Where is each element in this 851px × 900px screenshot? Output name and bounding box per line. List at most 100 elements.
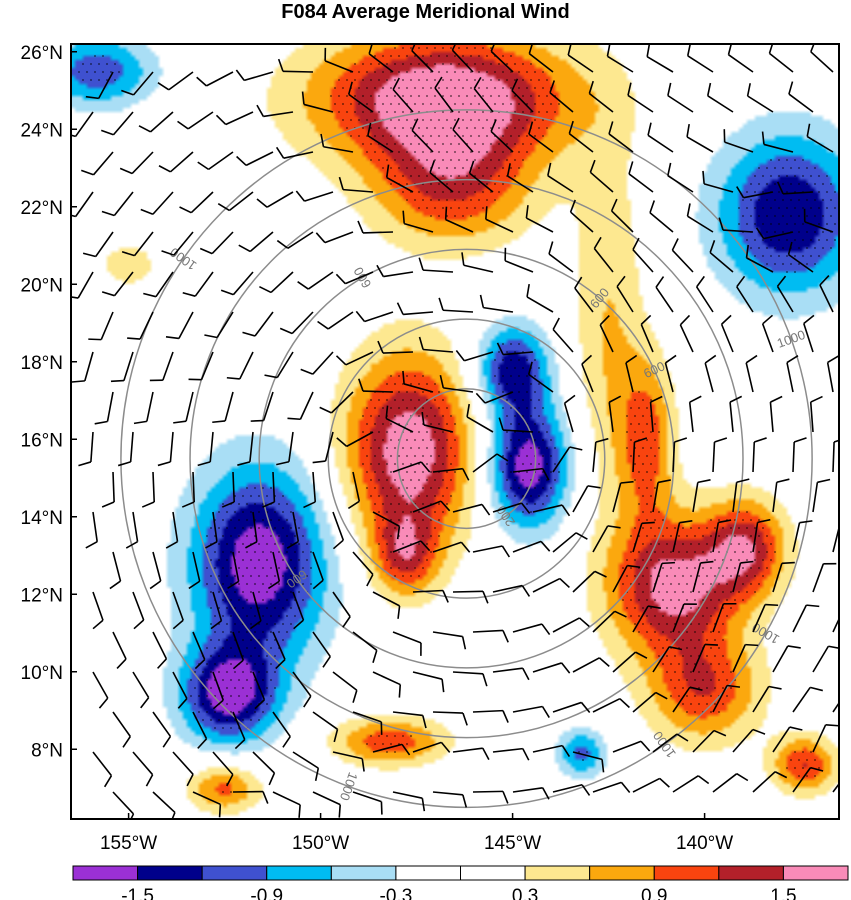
stipple-dot (238, 679, 240, 681)
stipple-dot (538, 431, 540, 433)
stipple-dot (234, 607, 236, 609)
stipple-dot (410, 383, 412, 385)
wind-barb (402, 370, 434, 393)
stipple-dot (454, 215, 456, 217)
stipple-dot (238, 519, 240, 521)
stipple-dot (210, 639, 212, 641)
stipple-dot (438, 103, 440, 105)
stipple-dot (394, 543, 396, 545)
stipple-dot (458, 47, 460, 49)
stipple-dot (794, 175, 796, 177)
stipple-dot (646, 535, 648, 537)
stipple-dot (230, 791, 232, 793)
stipple-dot (670, 599, 672, 601)
stipple-dot (446, 423, 448, 425)
stipple-dot (702, 567, 704, 569)
stipple-dot (546, 431, 548, 433)
stipple-dot (686, 567, 688, 569)
stipple-dot (258, 655, 260, 657)
stipple-dot (746, 591, 748, 593)
wind-barb (632, 777, 670, 793)
wind-barb (549, 80, 574, 113)
stipple-dot (746, 207, 748, 209)
stipple-dot (442, 207, 444, 209)
stipple-dot (374, 471, 376, 473)
stipple-dot (362, 415, 364, 417)
stipple-dot (430, 487, 432, 489)
wind-barb (729, 395, 743, 433)
stipple-dot (282, 527, 284, 529)
stipple-dot (686, 711, 688, 713)
stipple-dot (494, 103, 496, 105)
stipple-dot (510, 455, 512, 457)
stipple-dot (578, 751, 580, 753)
stipple-dot (698, 703, 700, 705)
stipple-dot (634, 527, 636, 529)
stipple-dot (698, 671, 700, 673)
stipple-dot (250, 591, 252, 593)
stipple-dot (726, 535, 728, 537)
stipple-dot (638, 471, 640, 473)
stipple-dot (398, 119, 400, 121)
stipple-dot (434, 399, 436, 401)
stipple-dot (746, 559, 748, 561)
wind-barb (812, 478, 831, 513)
wind-barb (152, 711, 172, 748)
stipple-dot (286, 567, 288, 569)
stipple-dot (298, 559, 300, 561)
stipple-dot (690, 655, 692, 657)
stipple-dot (378, 63, 380, 65)
stipple-dot (814, 215, 816, 217)
stipple-dot (394, 479, 396, 481)
wind-barb (649, 395, 663, 433)
wind-barb (803, 314, 815, 353)
stipple-dot (474, 47, 476, 49)
stipple-dot (378, 735, 380, 737)
stipple-dot (410, 79, 412, 81)
stipple-dot (106, 79, 108, 81)
stipple-dot (642, 623, 644, 625)
wind-barb (317, 311, 354, 330)
stipple-dot (406, 407, 408, 409)
wind-barb (608, 121, 634, 153)
stipple-dot (458, 159, 460, 161)
stipple-dot (546, 95, 548, 97)
stipple-dot (262, 663, 264, 665)
stipple-dot (266, 527, 268, 529)
stipple-dot (226, 559, 228, 561)
stipple-dot (274, 687, 276, 689)
stipple-dot (638, 519, 640, 521)
stipple-dot (446, 167, 448, 169)
stipple-dot (490, 143, 492, 145)
stipple-dot (422, 503, 424, 505)
wind-barb (806, 123, 834, 153)
stipple-dot (474, 159, 476, 161)
stipple-dot (374, 135, 376, 137)
stipple-dot (338, 111, 340, 113)
stipple-dot (466, 95, 468, 97)
stipple-dot (722, 671, 724, 673)
stipple-dot (526, 391, 528, 393)
stipple-dot (790, 263, 792, 265)
wind-barb (152, 631, 168, 669)
wind-barb (312, 631, 331, 668)
wind-barb (572, 485, 601, 513)
stipple-dot (302, 583, 304, 585)
stipple-dot (522, 447, 524, 449)
stipple-dot (638, 503, 640, 505)
stipple-dot (474, 79, 476, 81)
stipple-dot (822, 247, 824, 249)
stipple-dot (642, 399, 644, 401)
stipple-dot (286, 631, 288, 633)
stipple-dot (810, 207, 812, 209)
stipple-dot (794, 767, 796, 769)
stipple-dot (662, 567, 664, 569)
stipple-dot (514, 175, 516, 177)
stipple-dot (794, 271, 796, 273)
wind-field-raster (71, 44, 839, 819)
stipple-dot (782, 231, 784, 233)
stipple-dot (702, 615, 704, 617)
stipple-dot (482, 63, 484, 65)
stipple-dot (446, 151, 448, 153)
colorbar-swatch (137, 865, 203, 881)
